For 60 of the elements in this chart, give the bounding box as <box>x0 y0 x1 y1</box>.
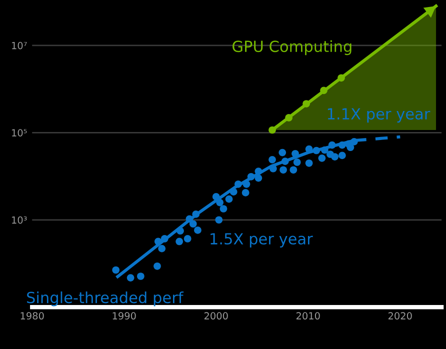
point <box>321 146 328 154</box>
point <box>254 174 262 182</box>
point <box>242 180 250 188</box>
x-tick-label: 1990 <box>112 312 136 320</box>
point <box>254 168 262 175</box>
y-tick-label: 10³ <box>12 216 27 224</box>
point <box>338 141 346 149</box>
point <box>112 266 120 274</box>
x-tick-label: 2020 <box>388 312 412 320</box>
y-tick-label: 10⁷ <box>12 42 27 50</box>
point <box>225 195 233 203</box>
point <box>184 235 192 242</box>
point <box>328 141 336 149</box>
point <box>318 154 326 162</box>
point <box>302 100 310 108</box>
point <box>154 262 161 270</box>
point <box>176 227 184 235</box>
series-label: Single-threaded perf <box>27 291 184 306</box>
series-label: GPU Computing <box>232 40 352 56</box>
point <box>312 146 320 154</box>
point <box>242 189 250 196</box>
point <box>293 158 301 166</box>
point <box>305 159 313 167</box>
point <box>186 215 194 223</box>
point <box>215 216 223 224</box>
point <box>194 226 202 234</box>
point <box>160 235 168 242</box>
y-tick-label: 10⁵ <box>12 129 27 136</box>
point <box>338 152 346 160</box>
point <box>189 220 197 228</box>
point <box>158 244 166 252</box>
point <box>331 153 338 160</box>
point <box>216 198 224 206</box>
x-tick-label: 2010 <box>296 312 320 320</box>
point <box>290 166 298 174</box>
point <box>234 180 242 188</box>
point <box>247 172 255 180</box>
point <box>292 150 299 158</box>
annotation: 1.1X per year <box>328 108 430 123</box>
point <box>320 86 328 94</box>
x-tick-label: 2000 <box>204 312 228 320</box>
x-tick-label: 1980 <box>20 312 44 320</box>
point <box>154 238 162 246</box>
point <box>212 193 220 200</box>
point <box>268 126 276 134</box>
point <box>230 188 238 196</box>
point <box>192 210 200 218</box>
point <box>338 74 345 82</box>
annotation: 1.5X per year <box>210 233 313 248</box>
point <box>346 144 354 152</box>
point <box>281 158 289 166</box>
point <box>176 238 183 246</box>
point <box>126 274 134 282</box>
point <box>278 148 286 156</box>
point <box>350 138 358 146</box>
point <box>285 114 292 122</box>
point <box>220 205 228 212</box>
point <box>268 156 276 164</box>
point <box>137 272 144 280</box>
point <box>280 166 287 174</box>
